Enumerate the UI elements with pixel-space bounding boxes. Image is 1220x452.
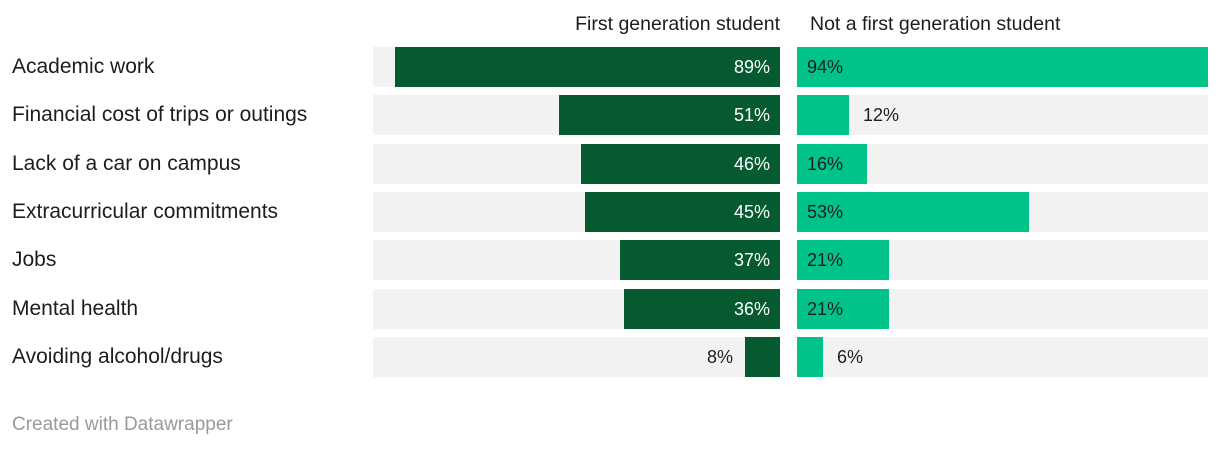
bar-not-first-generation[interactable] <box>797 47 1208 87</box>
bar-track-not-first-generation: 94% <box>797 47 1208 87</box>
bar-first-generation[interactable] <box>745 337 780 377</box>
chart-row: Academic work 89% 94% <box>0 47 1220 87</box>
bar-track-not-first-generation: 53% <box>797 192 1208 232</box>
bar-track-first-generation: 46% <box>373 144 780 184</box>
bar-not-first-generation[interactable] <box>797 144 867 184</box>
bar-track-first-generation: 89% <box>373 47 780 87</box>
bar-track-not-first-generation: 21% <box>797 289 1208 329</box>
value-label-first-generation: 51% <box>733 105 770 125</box>
bar-track-not-first-generation: 21% <box>797 240 1208 280</box>
value-label-not-first-generation: 94% <box>807 57 844 77</box>
chart-row: Jobs 37% 21% <box>0 240 1220 280</box>
bar-track-first-generation: 36% <box>373 289 780 329</box>
value-label-first-generation: 45% <box>733 202 770 222</box>
category-label: Jobs <box>12 248 57 271</box>
bar-track-first-generation: 8% <box>373 337 780 377</box>
chart-row: Extracurricular commitments 45% 53% <box>0 192 1220 232</box>
bar-not-first-generation[interactable] <box>797 240 889 280</box>
bar-track-first-generation: 51% <box>373 95 780 135</box>
bar-first-generation[interactable] <box>620 240 780 280</box>
bar-track-not-first-generation: 12% <box>797 95 1208 135</box>
chart-row: Avoiding alcohol/drugs 8% 6% <box>0 337 1220 377</box>
bar-first-generation[interactable] <box>581 144 780 184</box>
bar-track-first-generation: 45% <box>373 192 780 232</box>
value-label-not-first-generation: 12% <box>863 105 900 125</box>
bar-track-first-generation: 37% <box>373 240 780 280</box>
bar-first-generation[interactable] <box>559 95 780 135</box>
bar-first-generation[interactable] <box>624 289 780 329</box>
category-label: Mental health <box>12 297 139 320</box>
bar-track-not-first-generation: 6% <box>797 337 1208 377</box>
category-label: Lack of a car on campus <box>12 152 241 175</box>
datawrapper-credit-link[interactable]: Created with Datawrapper <box>12 414 233 435</box>
bar-not-first-generation[interactable] <box>797 337 823 377</box>
value-label-not-first-generation: 16% <box>807 154 844 174</box>
category-label: Extracurricular commitments <box>12 200 279 223</box>
value-label-first-generation: 46% <box>733 154 770 174</box>
value-label-not-first-generation: 6% <box>837 347 864 367</box>
category-label: Avoiding alcohol/drugs <box>12 345 223 368</box>
bar-track-not-first-generation: 16% <box>797 144 1208 184</box>
column-header-first-generation: First generation student <box>575 13 780 35</box>
value-label-not-first-generation: 21% <box>807 250 844 270</box>
column-header-not-first-generation: Not a first generation student <box>810 13 1061 35</box>
chart-row: Financial cost of trips or outings 51% 12% <box>0 95 1220 135</box>
chart-row: Mental health 36% 21% <box>0 289 1220 329</box>
value-label-not-first-generation: 21% <box>807 299 844 319</box>
chart-row: Lack of a car on campus 46% 16% <box>0 144 1220 184</box>
category-label: Financial cost of trips or outings <box>12 103 308 126</box>
value-label-first-generation: 37% <box>733 250 770 270</box>
bar-first-generation[interactable] <box>585 192 780 232</box>
value-label-first-generation: 36% <box>733 299 770 319</box>
category-label: Academic work <box>12 55 155 78</box>
bar-not-first-generation[interactable] <box>797 192 1029 232</box>
value-label-not-first-generation: 53% <box>807 202 844 222</box>
bar-first-generation[interactable] <box>395 47 780 87</box>
bar-not-first-generation[interactable] <box>797 95 849 135</box>
value-label-first-generation: 8% <box>706 347 733 367</box>
bar-not-first-generation[interactable] <box>797 289 889 329</box>
value-label-first-generation: 89% <box>733 57 770 77</box>
